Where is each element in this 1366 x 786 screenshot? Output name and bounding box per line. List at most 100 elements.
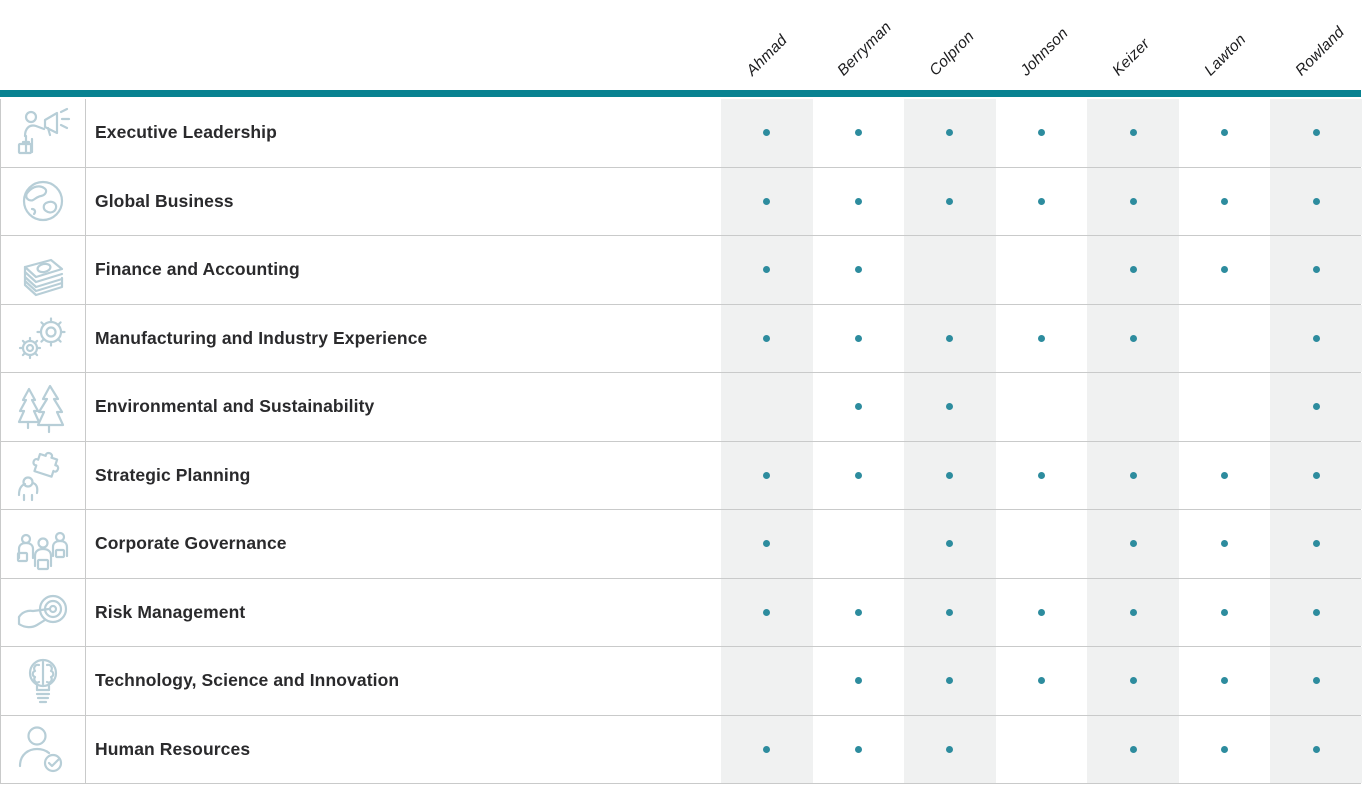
skill-dot [1129, 608, 1137, 616]
skill-dot [1037, 334, 1045, 342]
table-row: Corporate Governance [0, 510, 1362, 579]
matrix-cell [721, 441, 813, 509]
matrix-cell [1087, 510, 1179, 578]
skill-label: Global Business [95, 190, 234, 211]
matrix-cell [1179, 373, 1271, 441]
matrix-cell [813, 647, 905, 715]
matrix-cell [813, 510, 905, 578]
matrix-cell [996, 373, 1088, 441]
skill-label: Human Resources [95, 738, 251, 759]
skill-dot [854, 745, 862, 753]
matrix-cell [996, 99, 1088, 167]
matrix-cell [1270, 715, 1362, 783]
skill-dot [1312, 334, 1320, 342]
matrix-cell [996, 442, 1088, 510]
skill-dot [1037, 471, 1045, 479]
skill-dot [1129, 677, 1137, 685]
column-header-keizer: Keizer [1109, 35, 1154, 80]
matrix-cell [813, 716, 905, 784]
table-row: Human Resources [0, 715, 1362, 784]
skill-label: Technology, Science and Innovation [95, 670, 400, 691]
matrix-cell [721, 647, 813, 715]
column-header-lawton: Lawton [1200, 31, 1250, 80]
skill-dot [946, 129, 954, 137]
skill-dot [854, 334, 862, 342]
skill-dot [1221, 677, 1229, 685]
skill-dot [946, 608, 954, 616]
table-row: Environmental and Sustainability [0, 373, 1362, 442]
matrix-cell [1087, 304, 1179, 372]
matrix-cell [904, 373, 996, 441]
matrix-cell [1087, 167, 1179, 235]
matrix-cell [1179, 647, 1271, 715]
matrix-cell [904, 715, 996, 783]
matrix-cell [996, 236, 1088, 304]
matrix-cell [996, 168, 1088, 236]
column-header-ahmad: Ahmad [743, 31, 791, 80]
matrix-cell [721, 715, 813, 783]
matrix-cell [1270, 236, 1362, 304]
matrix-cell [1270, 304, 1362, 372]
skill-dot [946, 334, 954, 342]
skill-dot [1312, 677, 1320, 685]
skill-dot [1129, 334, 1137, 342]
matrix-cell [904, 304, 996, 372]
people-group-icon [1, 510, 86, 578]
skill-dot [763, 608, 771, 616]
skill-dot [1221, 745, 1229, 753]
skill-dot [854, 608, 862, 616]
matrix-cell [813, 236, 905, 304]
matrix-cell [1270, 99, 1362, 167]
matrix-cell [904, 578, 996, 646]
column-headers: Ahmad Berryman Colpron Johnson Keizer Lawton R… [0, 0, 1361, 90]
skill-dot [1221, 540, 1229, 548]
matrix-cell [904, 167, 996, 235]
matrix-cell [813, 579, 905, 647]
skill-dot [1221, 471, 1229, 479]
pine-trees-icon [1, 373, 86, 441]
skill-label: Strategic Planning [95, 464, 251, 485]
matrix-cell [813, 305, 905, 373]
skill-dot [1037, 129, 1045, 137]
skill-dot [946, 540, 954, 548]
matrix-cell [1270, 578, 1362, 646]
matrix-cell [1087, 236, 1179, 304]
skill-label: Risk Management [95, 601, 246, 622]
skill-dot [1312, 197, 1320, 205]
matrix-cell [1087, 715, 1179, 783]
skill-dot [1129, 471, 1137, 479]
skill-dot [946, 403, 954, 411]
skill-dot [1221, 266, 1229, 274]
skill-dot [1312, 745, 1320, 753]
matrix-cell [904, 510, 996, 578]
matrix-cell [904, 647, 996, 715]
matrix-cell [721, 167, 813, 235]
matrix-cell [1270, 167, 1362, 235]
matrix-cell [1087, 441, 1179, 509]
skill-dot [854, 677, 862, 685]
skill-dot [1129, 745, 1137, 753]
skill-dot [946, 677, 954, 685]
skill-label: Finance and Accounting [95, 259, 300, 280]
table-row: Finance and Accounting [0, 236, 1362, 305]
table-row: Executive Leadership [0, 99, 1362, 168]
skill-dot [1037, 677, 1045, 685]
megaphone-leader-icon [1, 99, 86, 167]
column-header-berryman: Berryman [834, 18, 896, 80]
matrix-cell [813, 442, 905, 510]
matrix-cell [1270, 647, 1362, 715]
accent-divider-bar [0, 90, 1361, 97]
skill-dot [763, 129, 771, 137]
matrix-cell [813, 373, 905, 441]
matrix-cell [1179, 442, 1271, 510]
skill-dot [946, 745, 954, 753]
table-row: Global Business [0, 167, 1362, 236]
column-header-rowland: Rowland [1292, 23, 1349, 80]
matrix-cell [996, 647, 1088, 715]
brain-bulb-icon [1, 647, 86, 715]
skill-dot [1129, 197, 1137, 205]
matrix-cell [721, 99, 813, 167]
skill-dot [1129, 129, 1137, 137]
table-row: Risk Management [0, 578, 1362, 647]
